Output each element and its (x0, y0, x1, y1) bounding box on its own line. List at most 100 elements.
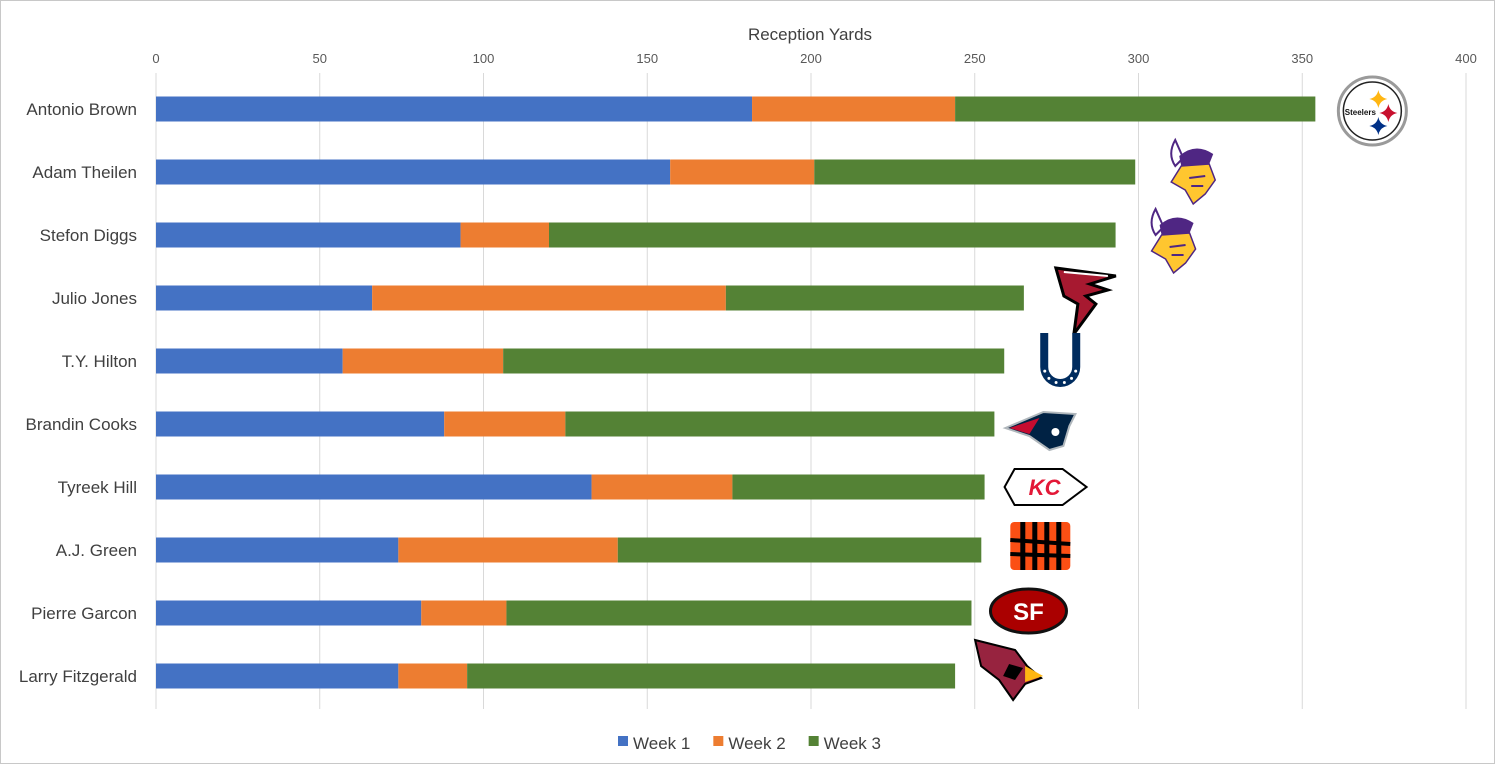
helmet (1179, 148, 1214, 166)
team-logos: Steelers KC SF (973, 75, 1408, 702)
tiger-stripe (1056, 522, 1062, 570)
nail (1070, 376, 1074, 380)
bar-week-3 (565, 411, 995, 437)
legend-label: Week 3 (824, 734, 881, 753)
bar-week-2 (398, 537, 618, 563)
steelers-wordmark: Steelers (1345, 108, 1377, 117)
bar-week-3 (725, 285, 1024, 311)
patriot-star (1051, 428, 1060, 436)
nail (1047, 376, 1051, 380)
chiefs-logo: KC (1003, 468, 1089, 506)
bar-week-3 (467, 663, 956, 689)
legend-item: Week 1 (618, 734, 690, 753)
cardinal-mask (1003, 664, 1024, 680)
bar-week-1 (156, 96, 753, 122)
bar-week-1 (156, 222, 461, 248)
bar-week-1 (156, 663, 399, 689)
category-label: A.J. Green (56, 541, 137, 560)
legend-swatch (808, 736, 819, 746)
bar-week-1 (156, 474, 592, 500)
patriots-logo (1002, 410, 1077, 452)
bar-week-2 (444, 411, 566, 437)
cardinal-beak (1025, 666, 1044, 682)
bar-week-1 (156, 159, 671, 185)
chiefs-wordmark: KC (1029, 475, 1062, 500)
legend-item: Week 3 (808, 734, 881, 753)
x-axis-ticks: 0 50 100 150 200 250 300 350 400 (152, 51, 1476, 66)
bars (156, 96, 1316, 689)
falcon-stripe (1063, 271, 1108, 277)
bar-week-3 (814, 159, 1136, 185)
x-tick-label: 350 (1291, 51, 1313, 66)
nail (1054, 380, 1058, 384)
x-tick-label: 200 (800, 51, 822, 66)
hypocycloid-blue (1369, 117, 1388, 135)
bar-week-3 (732, 474, 985, 500)
helmet (1159, 217, 1194, 235)
colts-logo (1040, 333, 1081, 387)
face (1150, 232, 1197, 275)
tiger-stripe (1032, 522, 1038, 570)
bar-week-2 (460, 222, 549, 248)
bengals-logo (1010, 522, 1071, 570)
legend-item: Week 2 (713, 734, 786, 753)
x-tick-label: 100 (473, 51, 495, 66)
tiger-stripe (1020, 522, 1026, 570)
49ers-logo: SF (988, 587, 1068, 635)
category-label: Adam Theilen (32, 163, 137, 182)
tiger-stripe (1044, 522, 1050, 570)
bar-week-3 (503, 348, 1005, 374)
hypocycloid-yellow (1369, 90, 1388, 108)
x-tick-label: 150 (636, 51, 658, 66)
bar-week-3 (506, 600, 972, 626)
bar-week-1 (156, 600, 422, 626)
category-label: Brandin Cooks (25, 415, 137, 434)
bar-week-2 (670, 159, 815, 185)
niners-wordmark: SF (1013, 599, 1044, 626)
hypocycloid-red (1379, 104, 1398, 122)
x-tick-label: 0 (152, 51, 159, 66)
bar-week-3 (617, 537, 982, 563)
vikings-logo (1170, 137, 1217, 206)
tiger-stripe (1010, 538, 1071, 558)
category-label: Antonio Brown (26, 100, 137, 119)
bar-week-2 (372, 285, 726, 311)
nail (1062, 380, 1066, 384)
category-label: Tyreek Hill (58, 478, 137, 497)
steelers-inner (1342, 81, 1403, 141)
horseshoe (1040, 333, 1081, 387)
legend-label: Week 2 (728, 734, 785, 753)
x-tick-label: 50 (313, 51, 327, 66)
vikings-logo (1150, 206, 1197, 275)
cardinals-logo (973, 638, 1044, 702)
face (1170, 163, 1217, 206)
x-tick-label: 250 (964, 51, 986, 66)
bar-week-2 (421, 600, 507, 626)
legend-label: Week 1 (633, 734, 690, 753)
bar-week-2 (752, 96, 956, 122)
niners-oval (988, 587, 1068, 635)
bar-week-3 (549, 222, 1116, 248)
category-label: Stefon Diggs (40, 226, 137, 245)
x-axis-title: Reception Yards (748, 25, 872, 44)
falcons-logo (1053, 266, 1117, 335)
nail (1043, 369, 1047, 373)
category-label: Larry Fitzgerald (19, 667, 137, 686)
bar-week-1 (156, 348, 343, 374)
x-tick-label: 400 (1455, 51, 1477, 66)
category-label: Pierre Garcon (31, 604, 137, 623)
legend: Week 1 Week 2 Week 3 (618, 734, 881, 753)
legend-swatch (618, 736, 628, 746)
patriot-head (1002, 410, 1077, 452)
legend-swatch (713, 736, 724, 746)
falcon-body (1053, 266, 1117, 335)
bar-week-2 (591, 474, 733, 500)
category-label: Julio Jones (52, 289, 137, 308)
bar-week-1 (156, 411, 445, 437)
steelers-logo: Steelers (1336, 75, 1408, 147)
category-label: T.Y. Hilton (62, 352, 137, 371)
bar-week-1 (156, 285, 373, 311)
bar-week-3 (955, 96, 1316, 122)
